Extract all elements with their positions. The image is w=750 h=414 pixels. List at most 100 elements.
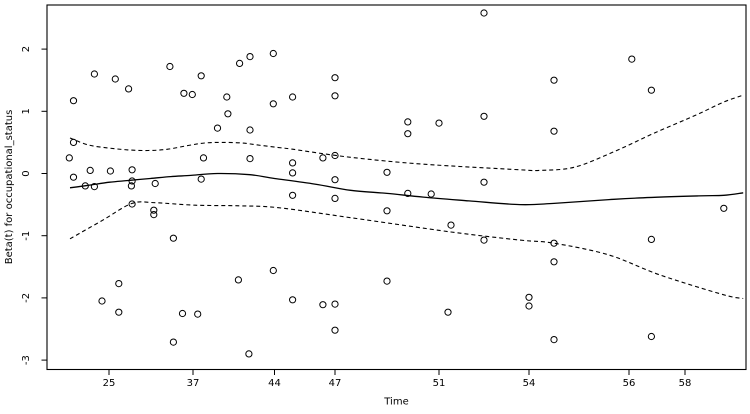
data-point	[435, 119, 443, 127]
y-tick-label: 0	[21, 170, 32, 176]
data-point	[404, 189, 412, 197]
data-point	[246, 155, 254, 163]
data-point	[245, 350, 253, 358]
data-point	[197, 175, 205, 183]
data-point	[383, 207, 391, 215]
data-point	[224, 110, 232, 118]
data-point	[289, 159, 297, 167]
data-point	[223, 93, 231, 101]
data-point	[289, 93, 297, 101]
data-point	[69, 138, 78, 146]
data-point	[98, 297, 106, 305]
data-point	[128, 177, 136, 185]
data-point	[269, 49, 277, 58]
smooth-line	[69, 172, 744, 206]
lower-confidence-band	[69, 201, 744, 300]
data-point	[331, 92, 339, 100]
data-point	[628, 55, 636, 63]
data-point	[331, 326, 339, 334]
data-point	[115, 280, 123, 288]
data-point	[319, 301, 327, 309]
x-tick-label: 58	[679, 378, 692, 389]
data-point	[236, 59, 244, 68]
data-point	[331, 176, 339, 184]
data-point	[427, 190, 435, 198]
x-tick-label: 47	[329, 378, 342, 389]
y-tick-label: -3	[21, 355, 32, 365]
data-point	[480, 9, 488, 17]
data-point	[86, 166, 94, 174]
data-point	[213, 124, 222, 132]
y-axis-title: Beta(t) for occupational_status	[4, 110, 15, 265]
data-point	[331, 194, 339, 202]
data-point	[246, 53, 254, 61]
data-point	[69, 173, 78, 181]
x-tick-label: 44	[268, 378, 281, 389]
data-point	[65, 154, 73, 162]
data-point	[404, 130, 412, 138]
data-point	[234, 276, 242, 284]
data-point	[194, 310, 202, 318]
data-point	[81, 182, 89, 190]
data-point	[447, 221, 455, 229]
data-point	[404, 118, 412, 126]
x-tick-label: 37	[187, 378, 200, 389]
data-point	[269, 266, 277, 275]
data-point	[480, 112, 488, 120]
data-point	[525, 302, 533, 310]
x-tick-label: 56	[623, 378, 636, 389]
data-point	[647, 235, 656, 243]
data-point	[169, 338, 177, 346]
data-point	[125, 85, 133, 93]
data-point	[246, 126, 254, 134]
data-point	[90, 183, 99, 191]
plot-frame	[46, 4, 747, 371]
data-point	[331, 151, 339, 160]
data-point	[128, 200, 136, 208]
data-point	[269, 100, 277, 108]
data-point	[289, 191, 297, 199]
data-point	[127, 182, 135, 190]
data-point	[720, 204, 728, 212]
data-point	[106, 167, 115, 175]
data-point	[178, 309, 187, 318]
data-point	[319, 154, 327, 162]
x-tick-label: 25	[103, 378, 116, 389]
data-point	[383, 168, 391, 176]
data-point	[647, 86, 656, 94]
data-point	[383, 277, 391, 285]
data-point	[331, 74, 339, 82]
upper-confidence-band	[69, 94, 744, 172]
data-point	[289, 169, 297, 177]
data-point	[331, 300, 339, 308]
data-point	[525, 293, 533, 301]
x-tick-label: 54	[523, 378, 536, 389]
x-tick-label: 51	[433, 378, 446, 389]
data-point	[480, 236, 488, 244]
data-point	[550, 76, 558, 84]
data-point	[69, 97, 78, 105]
data-point	[550, 127, 558, 135]
y-tick-label: 1	[21, 108, 32, 114]
data-point	[151, 179, 159, 188]
data-point	[197, 72, 205, 80]
data-point	[115, 308, 123, 316]
data-point	[166, 62, 174, 71]
data-point	[188, 90, 196, 99]
data-point	[111, 75, 119, 83]
data-point	[199, 154, 208, 162]
data-point	[150, 206, 158, 214]
data-point	[550, 336, 558, 344]
y-tick-label: 2	[21, 46, 32, 52]
data-point	[480, 178, 488, 186]
data-point	[169, 234, 177, 242]
data-point	[180, 89, 188, 97]
data-point	[90, 70, 99, 78]
x-axis-title: Time	[383, 397, 408, 408]
data-point	[647, 332, 656, 341]
data-point	[128, 166, 136, 174]
data-point	[550, 239, 558, 247]
data-point	[550, 258, 558, 266]
